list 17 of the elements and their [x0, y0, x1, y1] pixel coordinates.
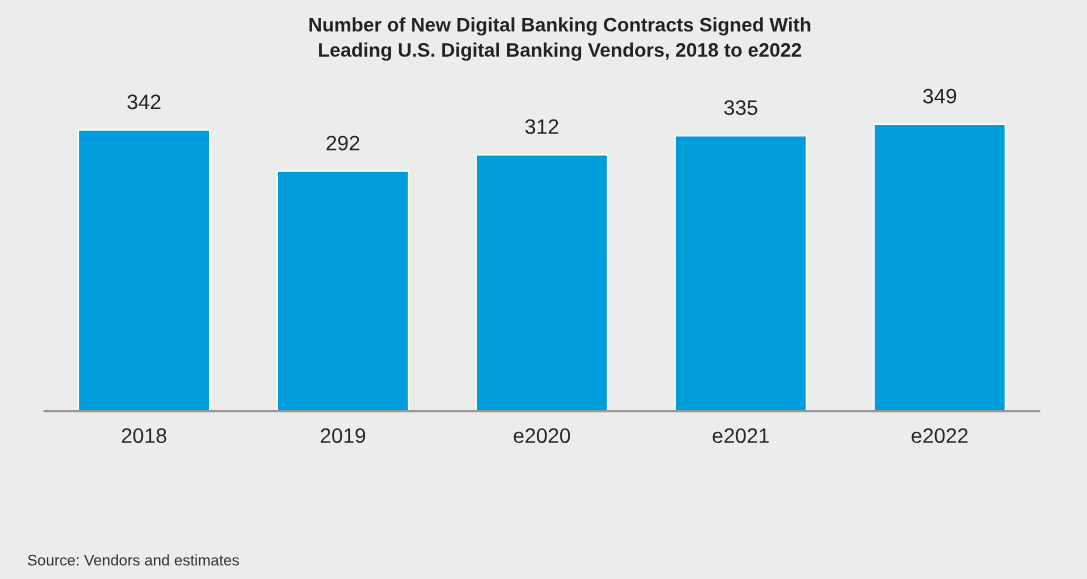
bar [77, 129, 211, 412]
data-label: 335 [724, 100, 758, 116]
bar [674, 135, 808, 412]
data-label: 292 [326, 135, 360, 151]
bar [873, 123, 1007, 412]
data-label: 342 [127, 94, 161, 110]
x-tick-label: 2018 [121, 428, 167, 444]
bar [276, 170, 410, 412]
data-label: 349 [923, 88, 957, 104]
chart-title: Number of New Digital Banking Contracts Signed With Leading U.S. Digital Banking Vendors, 2018 to e2022 [309, 17, 811, 61]
x-tick-label: e2021 [712, 428, 769, 444]
bar [475, 154, 609, 412]
data-label: 312 [525, 119, 559, 134]
x-tick-label: e2022 [911, 428, 968, 444]
x-tick-label: 2019 [320, 428, 366, 444]
source-note: Source: Vendors and estimates [27, 554, 239, 566]
x-tick-label: e2020 [513, 428, 571, 444]
